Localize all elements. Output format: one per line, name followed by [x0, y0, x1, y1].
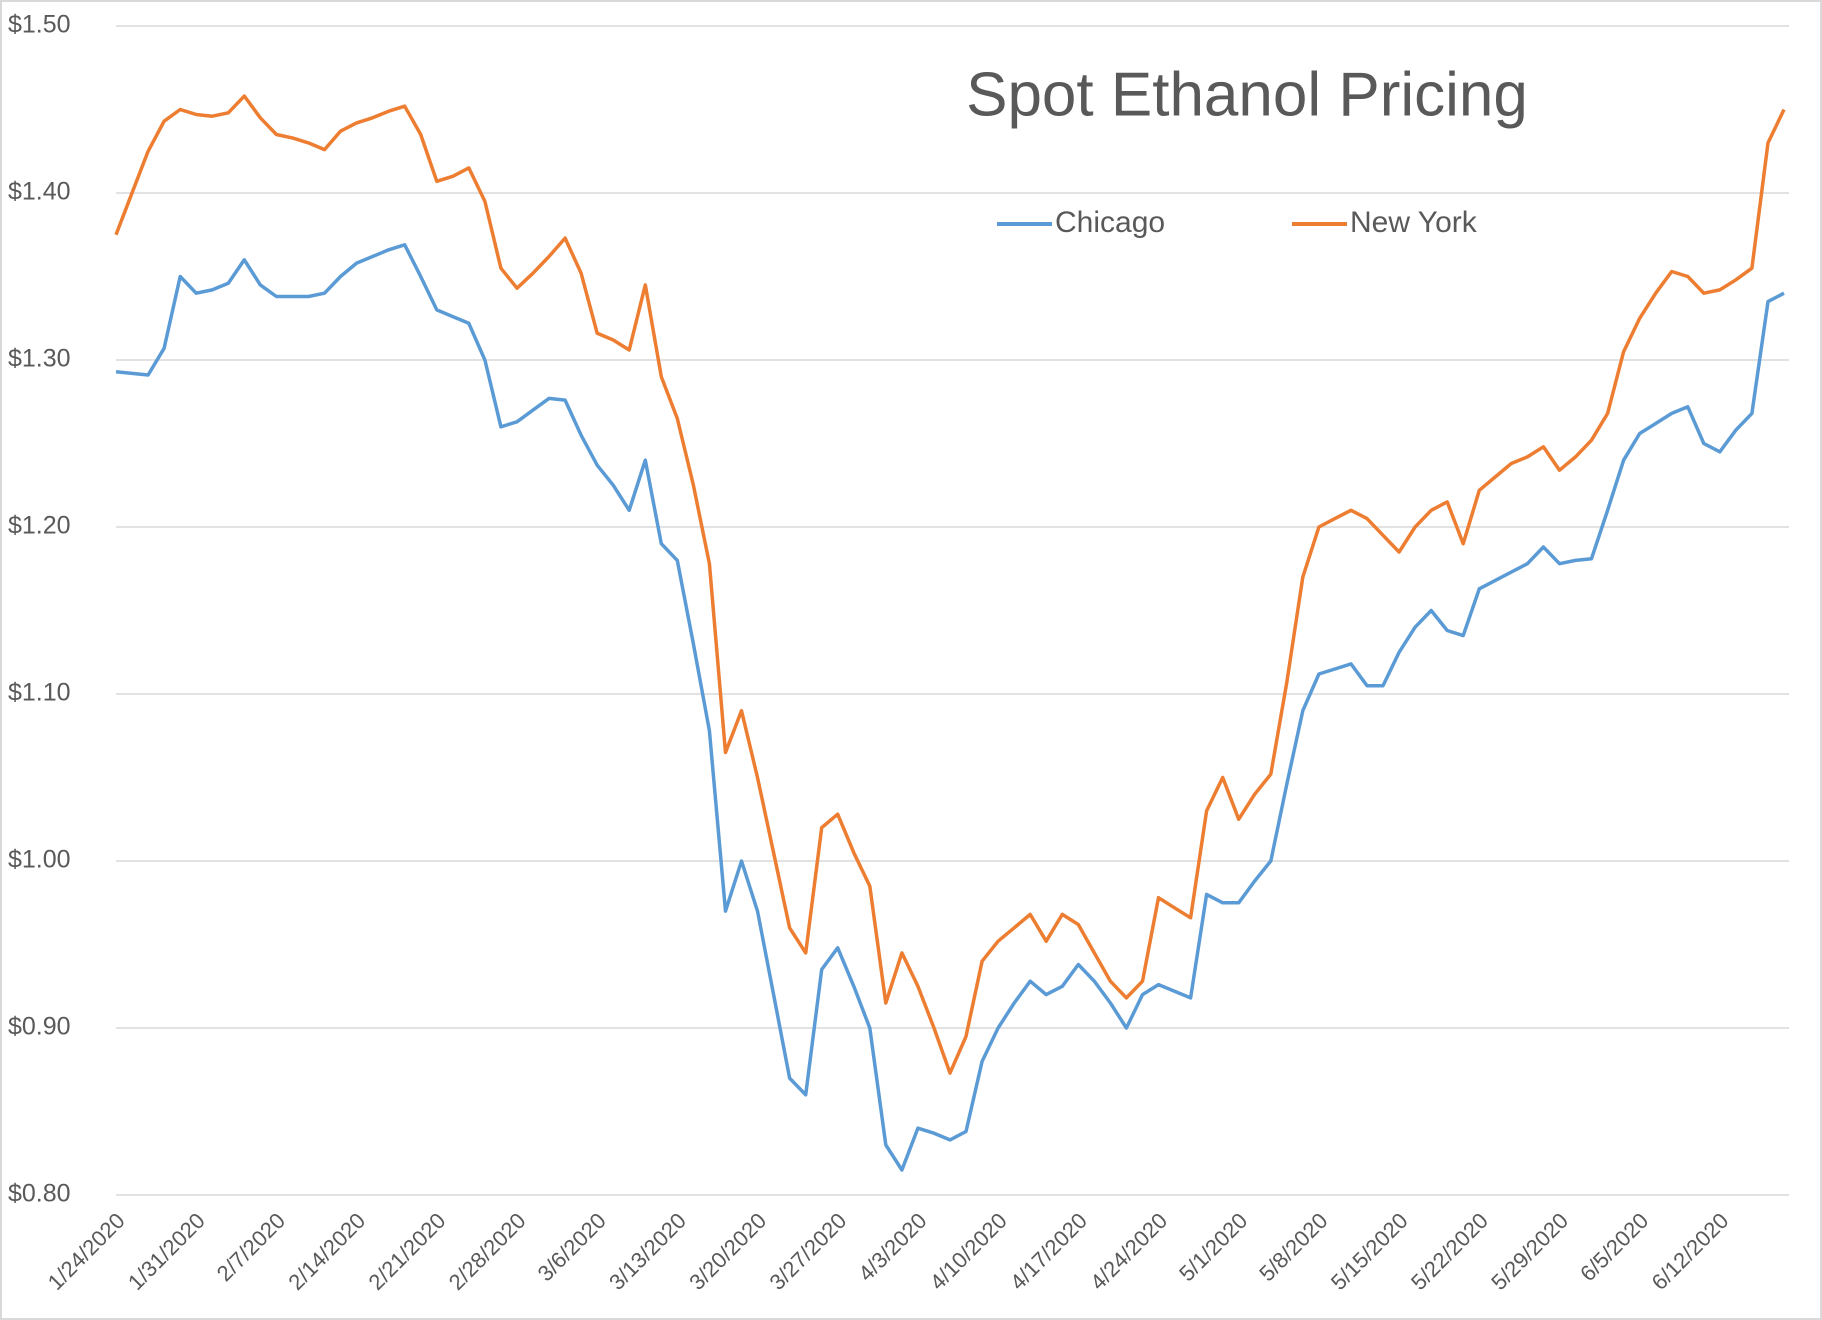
y-tick-label: $1.30	[8, 345, 71, 373]
y-tick-label: $1.50	[8, 11, 71, 39]
y-tick-label: $1.40	[8, 178, 71, 206]
legend-label: Chicago	[1055, 206, 1165, 239]
y-tick-label: $1.00	[8, 846, 71, 874]
legend-label: New York	[1350, 206, 1478, 239]
y-tick-label: $1.20	[8, 512, 71, 540]
y-tick-label: $0.80	[8, 1180, 71, 1208]
y-tick-label: $0.90	[8, 1013, 71, 1041]
y-tick-label: $1.10	[8, 679, 71, 707]
series-line	[115, 243, 1785, 1172]
series-line	[114, 94, 1786, 1075]
chart-title: Spot Ethanol Pricing	[966, 60, 1528, 129]
